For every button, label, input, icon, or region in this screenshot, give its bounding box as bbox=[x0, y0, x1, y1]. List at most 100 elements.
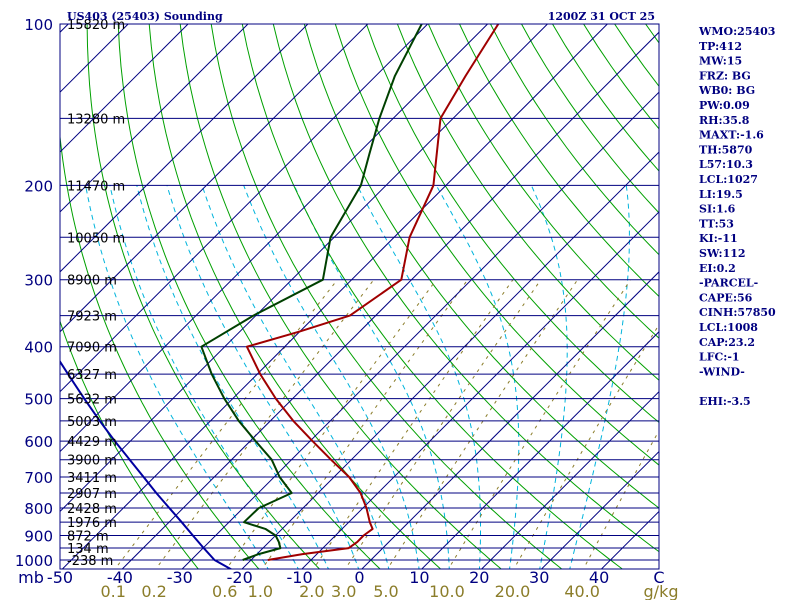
index-value: RH:35.8 bbox=[699, 114, 750, 127]
height-label: 4429 m bbox=[67, 435, 117, 450]
mixing-ratio-tick-label: 5.0 bbox=[373, 582, 398, 600]
pressure-tick-label: 1000 bbox=[15, 552, 53, 570]
isotherm-line bbox=[60, 24, 488, 453]
mixing-ratio-line bbox=[261, 279, 469, 569]
temperature-tick-label: -20 bbox=[227, 568, 253, 587]
dry-adiabat-line bbox=[272, 24, 659, 553]
index-value: -WIND- bbox=[699, 365, 745, 378]
mixing-ratio-tick-label: 2.0 bbox=[299, 582, 324, 600]
temperature-tick-label: -10 bbox=[287, 568, 313, 587]
index-value: EHI:-3.5 bbox=[699, 395, 751, 408]
pressure-tick-label: 700 bbox=[24, 469, 53, 487]
mixing-ratio-unit-label: g/kg bbox=[644, 582, 679, 600]
mixing-ratio-line bbox=[386, 279, 579, 569]
dry-adiabat-line bbox=[210, 24, 563, 569]
pressure-tick-label: 600 bbox=[24, 433, 53, 451]
isotherm-line bbox=[480, 390, 659, 569]
index-value: MW:15 bbox=[699, 55, 742, 68]
index-value: WMO:25403 bbox=[698, 25, 775, 38]
height-label: 1976 m bbox=[67, 516, 117, 531]
pressure-tick-label: 400 bbox=[24, 339, 53, 357]
plot-frame bbox=[59, 23, 660, 570]
height-label: 8900 m bbox=[67, 274, 117, 289]
temperature-tick-label: 30 bbox=[529, 568, 549, 587]
dry-adiabat-line bbox=[459, 24, 659, 298]
index-value: LI:19.5 bbox=[699, 188, 743, 201]
index-value: TH:5870 bbox=[699, 143, 753, 156]
mixing-ratio-tick-label: 0.6 bbox=[212, 582, 237, 600]
moist-adiabat-line bbox=[166, 185, 360, 569]
temperature-tick-label: -40 bbox=[107, 568, 133, 587]
moist-adiabat-line bbox=[293, 185, 450, 569]
dry-adiabat-line bbox=[490, 24, 659, 256]
mixing-ratio-tick-label: 40.0 bbox=[564, 582, 600, 600]
mixing-ratio-line bbox=[114, 279, 338, 569]
pressure-tick-label: 500 bbox=[24, 391, 53, 409]
isotherm-line bbox=[60, 24, 369, 333]
temperature-tick-label: 0 bbox=[354, 568, 364, 587]
height-label: 5003 m bbox=[67, 415, 117, 430]
height-label: 15820 m bbox=[67, 18, 125, 33]
dry-adiabat-line bbox=[303, 24, 659, 509]
isotherm-line bbox=[241, 151, 659, 569]
dry-adiabat-line bbox=[86, 24, 321, 569]
moist-adiabat-line bbox=[109, 185, 299, 569]
isotherm-line bbox=[61, 24, 608, 569]
dry-adiabat-line bbox=[427, 24, 659, 339]
pressure-tick-label: 900 bbox=[24, 527, 53, 545]
dry-adiabat-line bbox=[148, 24, 442, 569]
index-value: CINH:57850 bbox=[699, 306, 776, 319]
isotherm-line bbox=[301, 211, 659, 569]
dry-adiabat-line bbox=[179, 24, 502, 569]
mixing-ratio-line bbox=[513, 323, 659, 569]
isotherm-line bbox=[361, 271, 659, 569]
station-title: US403 (25403) Sounding bbox=[67, 10, 223, 23]
height-label: 7090 m bbox=[67, 341, 117, 356]
sounding-time: 1200Z 31 OCT 25 bbox=[548, 10, 655, 23]
index-value: SI:1.6 bbox=[699, 203, 736, 216]
isotherms bbox=[60, 24, 659, 569]
mixing-ratio-tick-label: 0.2 bbox=[141, 582, 166, 600]
isobars bbox=[60, 24, 659, 561]
isotherm-line bbox=[60, 24, 548, 513]
mixing-ratio-line bbox=[582, 429, 659, 569]
mixing-ratio-tick-label: 20.0 bbox=[495, 582, 531, 600]
index-value: CAPE:56 bbox=[699, 291, 753, 304]
height-label: 3411 m bbox=[67, 471, 117, 486]
isotherm-line bbox=[60, 24, 249, 213]
dewpoint-profile bbox=[200, 24, 423, 561]
moist-adiabat-line bbox=[243, 185, 420, 569]
index-value: TP:412 bbox=[699, 40, 742, 53]
mixing-ratio-line bbox=[447, 279, 631, 569]
mixing-ratio-line bbox=[155, 279, 375, 569]
temperature-tick-label: 40 bbox=[589, 568, 609, 587]
dry-adiabat-line bbox=[365, 24, 659, 424]
index-value: KI:-11 bbox=[699, 232, 738, 245]
height-label: 872 m bbox=[67, 529, 109, 544]
pressure-unit-label: mb bbox=[18, 568, 44, 587]
height-label: 2907 m bbox=[67, 487, 117, 502]
height-label: 7923 m bbox=[67, 310, 117, 325]
height-label: 11470 m bbox=[67, 179, 125, 194]
isotherm-line bbox=[181, 91, 659, 569]
temperature-profile bbox=[245, 24, 500, 561]
index-value: SW:112 bbox=[699, 247, 746, 260]
height-label: 13280 m bbox=[67, 112, 125, 127]
temperature-tick-label: 10 bbox=[409, 568, 429, 587]
temperature-tick-label: -30 bbox=[167, 568, 193, 587]
dry-adiabat-line bbox=[396, 24, 659, 381]
isotherm-line bbox=[421, 331, 659, 569]
index-value: PW:0.09 bbox=[699, 99, 750, 112]
index-value: LFC:-1 bbox=[699, 351, 740, 364]
isotherm-line bbox=[60, 24, 309, 273]
pressure-tick-label: 300 bbox=[24, 272, 53, 290]
mixing-ratio-tick-label: 1.0 bbox=[248, 582, 273, 600]
isotherm-line bbox=[121, 31, 659, 569]
isotherm-line bbox=[60, 24, 189, 153]
mixing-ratio-tick-label: 10.0 bbox=[429, 582, 465, 600]
pressure-tick-label: 100 bbox=[24, 16, 53, 34]
moist-adiabat-line bbox=[356, 185, 481, 569]
index-value: L57:10.3 bbox=[699, 158, 753, 171]
